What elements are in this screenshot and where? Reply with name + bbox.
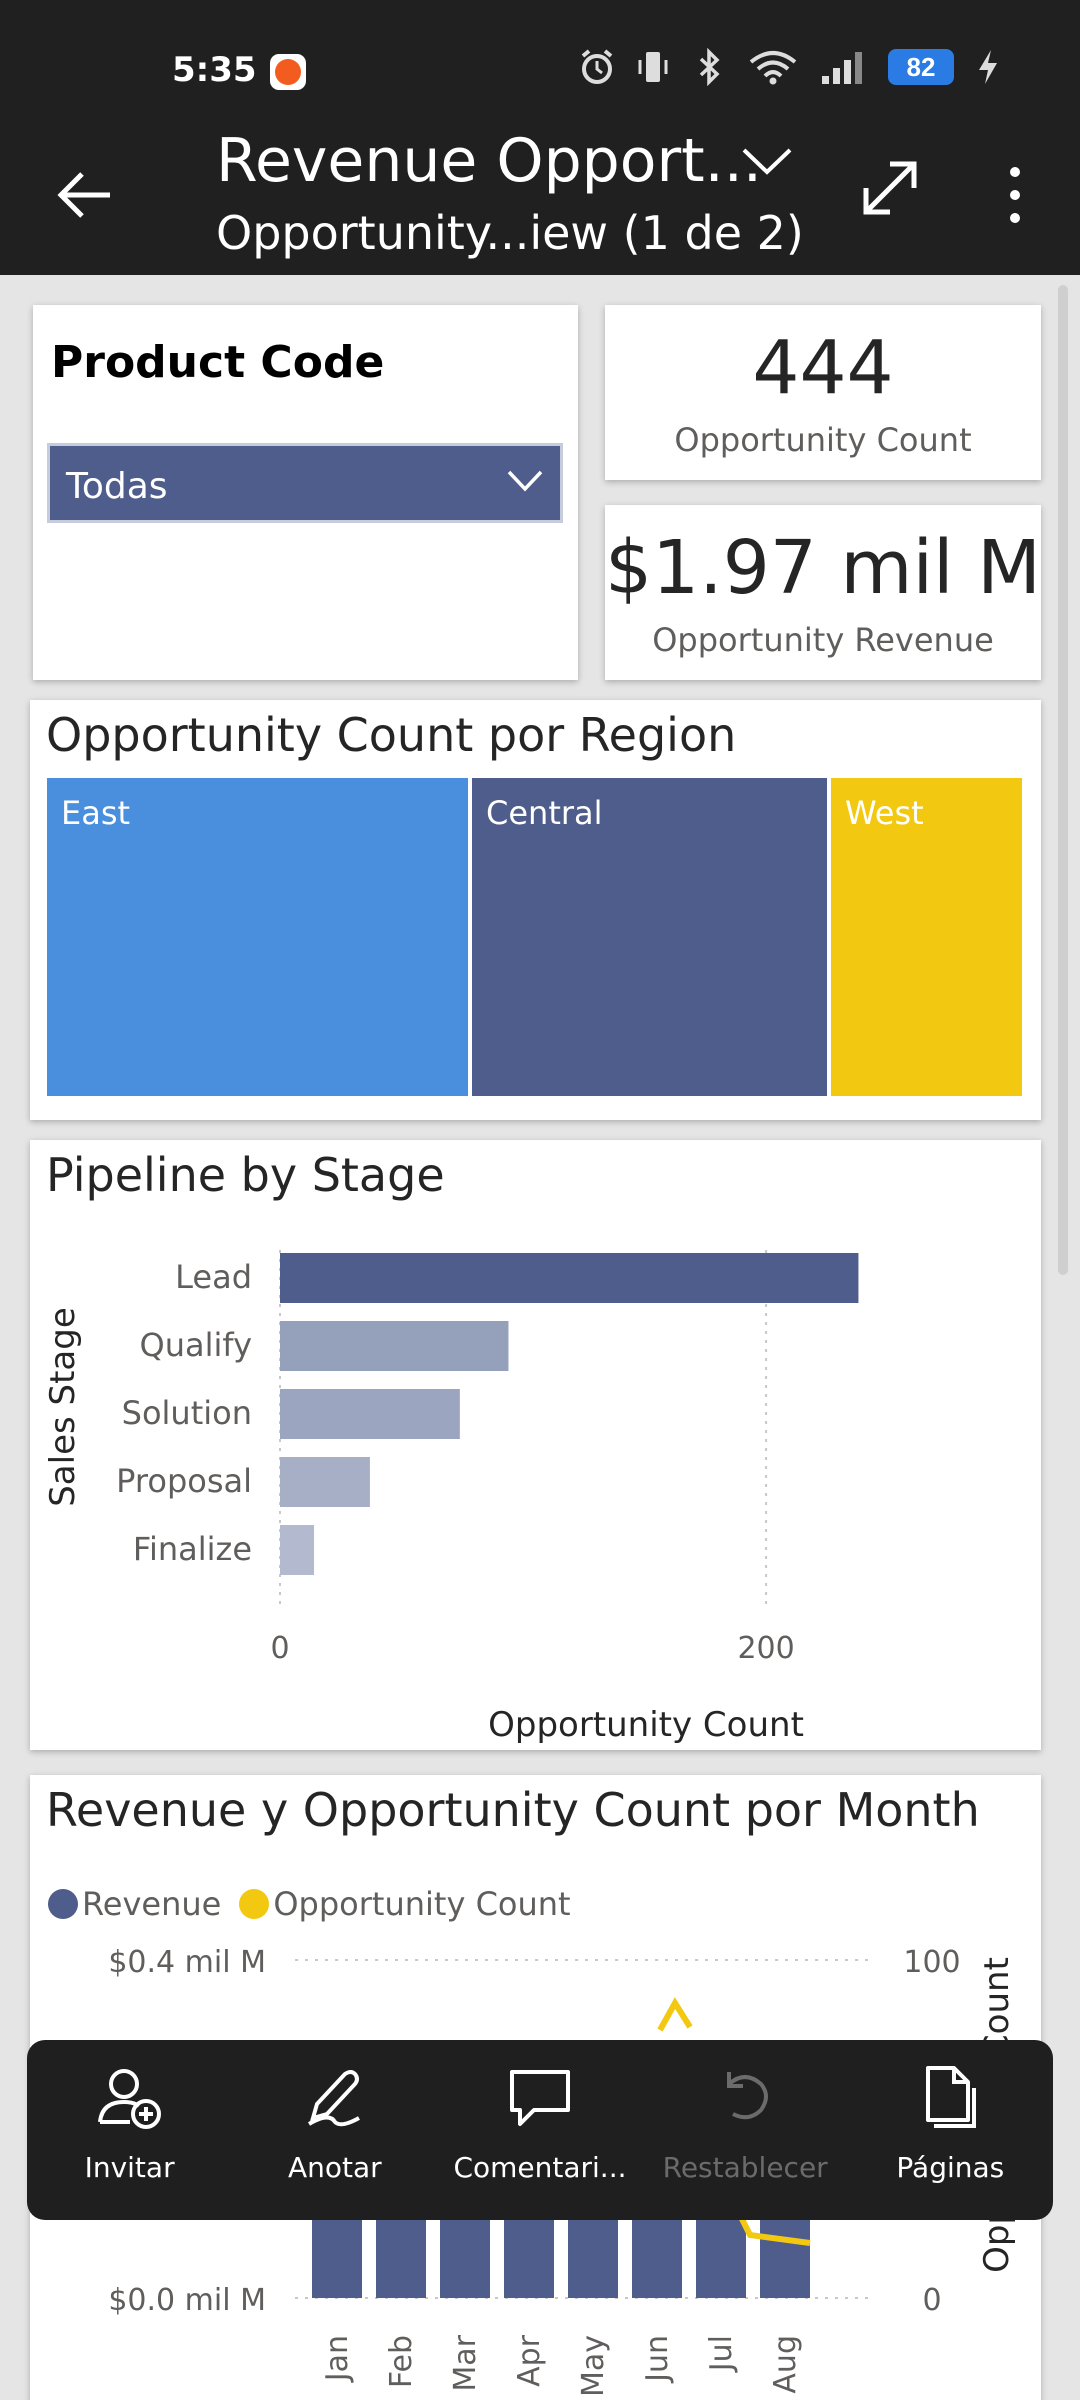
annotate-button[interactable]: Anotar <box>232 2040 437 2184</box>
x-tick-label: Jul <box>704 2335 739 2373</box>
opportunity-count-card[interactable]: 444 Opportunity Count <box>605 305 1041 480</box>
y2-tick-label: 100 <box>903 1945 960 1980</box>
action-label: Restablecer <box>662 2151 828 2184</box>
chart-title: Pipeline by Stage <box>46 1148 445 1202</box>
y-tick-label: Qualify <box>140 1326 253 1364</box>
scrollbar[interactable] <box>1058 285 1068 1275</box>
x-tick-label: Aug <box>768 2335 803 2394</box>
slicer-title: Product Code <box>51 337 385 388</box>
y2-tick-label: 0 <box>922 2283 941 2318</box>
action-label: Páginas <box>896 2151 1005 2184</box>
report-title[interactable]: Revenue Opport... <box>216 126 762 196</box>
comment-icon <box>509 2070 570 2126</box>
invite-button[interactable]: Invitar <box>27 2040 232 2184</box>
chevron-down-icon[interactable] <box>740 142 794 182</box>
action-label: Invitar <box>84 2151 175 2184</box>
action-label: Comentari... <box>453 2151 627 2184</box>
opportunity-count-line[interactable] <box>657 1997 693 2032</box>
x-tick-label: Apr <box>512 2334 547 2387</box>
x-tick-label: Mar <box>448 2334 483 2391</box>
more-options-icon[interactable] <box>1000 160 1030 230</box>
legend-swatch <box>239 1889 270 1919</box>
chart-legend: Revenue Opportunity Count <box>48 1885 589 1923</box>
x-tick-label: Jan <box>320 2335 355 2383</box>
x-tick-label: Feb <box>384 2335 419 2388</box>
battery-indicator: 82 <box>888 49 954 85</box>
y-tick-label: $0.0 mil M <box>108 2283 266 2318</box>
back-arrow-icon[interactable] <box>50 160 120 230</box>
pages-icon <box>926 2066 977 2128</box>
status-icons: 82 <box>580 48 1000 86</box>
x-tick-label: 200 <box>737 1631 794 1666</box>
x-tick-label: 0 <box>270 1631 289 1666</box>
kpi-label: Opportunity Count <box>674 421 972 459</box>
y-axis-label: Sales Stage <box>43 1307 83 1507</box>
product-code-slicer: Product Code Todas <box>33 305 578 680</box>
action-label: Anotar <box>287 2151 382 2184</box>
bar-solution[interactable] <box>280 1389 460 1439</box>
reset-button[interactable]: Restablecer <box>643 2040 848 2184</box>
legend-item-revenue[interactable]: Revenue <box>48 1885 221 1923</box>
bar-lead[interactable] <box>280 1253 859 1303</box>
dropdown-value: Todas <box>66 466 168 507</box>
kpi-value: $1.97 mil M <box>605 525 1041 611</box>
y-tick-label: Solution <box>122 1394 252 1432</box>
pipeline-plot: 0 200 Lead Qualify Solution Proposal Finalize O… <box>43 1250 859 1745</box>
status-time: 5:35 <box>172 50 257 90</box>
treemap-label: West <box>845 794 924 832</box>
signal-icon <box>822 52 862 84</box>
opportunity-count-line[interactable] <box>737 2213 811 2246</box>
invite-icon <box>97 2069 161 2129</box>
bar-qualify[interactable] <box>280 1321 509 1371</box>
bar-proposal[interactable] <box>280 1457 370 1507</box>
opportunity-revenue-card[interactable]: $1.97 mil M Opportunity Revenue <box>605 505 1041 680</box>
wifi-icon <box>749 51 797 85</box>
chart-title: Revenue y Opportunity Count por Month <box>46 1783 980 1837</box>
legend-label: Opportunity Count <box>273 1885 571 1923</box>
app-header: Revenue Opport... Opportunity...iew (1 d… <box>0 120 1080 275</box>
page-subtitle: Opportunity...iew (1 de 2) <box>216 206 804 260</box>
x-tick-label: Jun <box>640 2335 675 2384</box>
kpi-value: 444 <box>752 325 894 411</box>
kpi-label: Opportunity Revenue <box>652 621 994 659</box>
treemap-cell-central[interactable]: Central <box>472 778 827 1096</box>
x-axis-label: Opportunity Count <box>488 1705 804 1745</box>
treemap-label: East <box>61 794 131 832</box>
product-code-dropdown[interactable]: Todas <box>47 443 563 523</box>
bluetooth-icon <box>699 48 720 86</box>
legend-item-opportunity-count[interactable]: Opportunity Count <box>239 1885 571 1923</box>
comment-button[interactable]: Comentari... <box>437 2040 642 2184</box>
chevron-down-icon <box>507 470 543 492</box>
y-tick-label: $0.4 mil M <box>108 1945 266 1980</box>
status-bar: 5:35 82 <box>0 0 1080 120</box>
treemap-label: Central <box>486 794 603 832</box>
x-tick-label: May <box>576 2335 611 2397</box>
annotate-icon <box>307 2070 360 2127</box>
pipeline-by-stage-chart: Pipeline by Stage 0 200 Lead Qualify Solutio… <box>30 1140 1041 1750</box>
bar-finalize[interactable] <box>280 1525 315 1575</box>
expand-icon[interactable] <box>858 156 922 220</box>
legend-swatch <box>48 1889 78 1919</box>
legend-label: Revenue <box>82 1885 222 1923</box>
region-treemap: Opportunity Count por Region East Centra… <box>30 700 1041 1120</box>
treemap-title: Opportunity Count por Region <box>46 708 737 762</box>
charging-icon <box>979 50 997 84</box>
treemap-cell-east[interactable]: East <box>47 778 468 1096</box>
action-bar: Invitar Anotar Comentari... Restablecer … <box>27 2040 1053 2220</box>
treemap-cell-west[interactable]: West <box>831 778 1022 1096</box>
y-tick-label: Proposal <box>116 1462 252 1500</box>
y-tick-label: Lead <box>175 1258 252 1296</box>
vibrate-icon <box>638 52 668 82</box>
notification-app-icon <box>270 54 306 90</box>
pages-button[interactable]: Páginas <box>848 2040 1053 2184</box>
alarm-icon <box>581 49 613 84</box>
y-tick-label: Finalize <box>133 1530 252 1568</box>
reset-icon <box>727 2072 769 2120</box>
